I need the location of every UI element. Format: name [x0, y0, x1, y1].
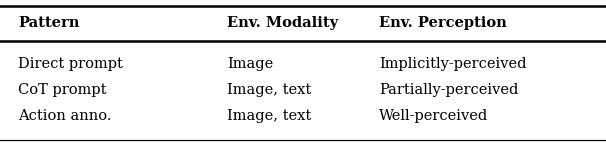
Text: Pattern: Pattern — [18, 16, 79, 30]
Text: Direct prompt: Direct prompt — [18, 57, 123, 71]
Text: Action anno.: Action anno. — [18, 109, 112, 123]
Text: Image, text: Image, text — [227, 83, 311, 97]
Text: Image: Image — [227, 57, 273, 71]
Text: Env. Modality: Env. Modality — [227, 16, 338, 30]
Text: Partially-perceived: Partially-perceived — [379, 83, 518, 97]
Text: Env. Perception: Env. Perception — [379, 16, 507, 30]
Text: Image, text: Image, text — [227, 109, 311, 123]
Text: CoT prompt: CoT prompt — [18, 83, 107, 97]
Text: Well-perceived: Well-perceived — [379, 109, 488, 123]
Text: Implicitly-perceived: Implicitly-perceived — [379, 57, 526, 71]
